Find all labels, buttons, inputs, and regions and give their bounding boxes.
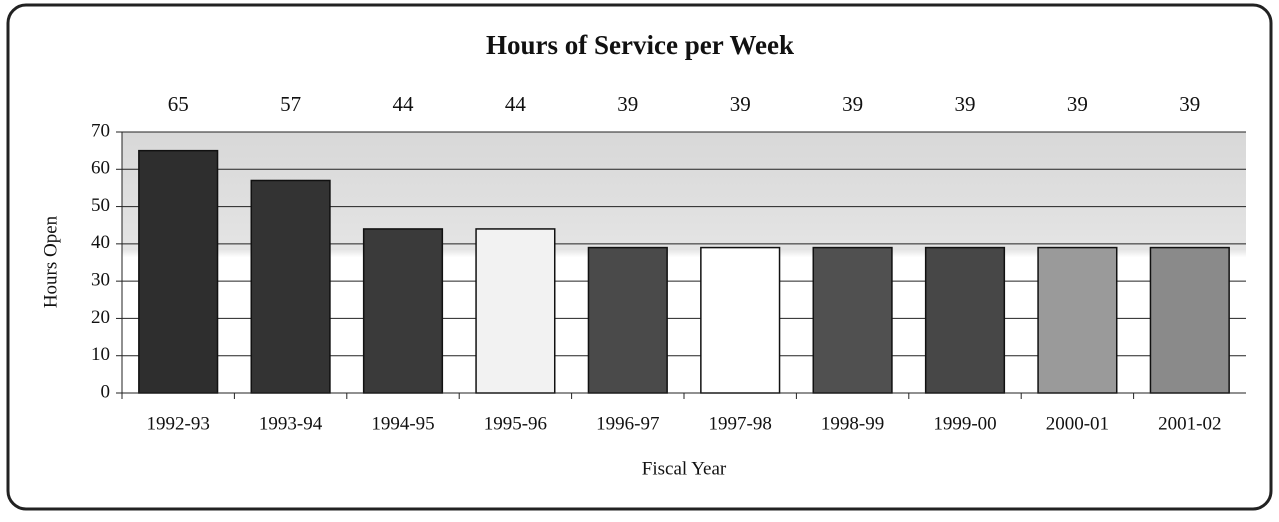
y-tick-label: 30 xyxy=(91,270,110,291)
x-tick-label: 1998-99 xyxy=(821,413,884,434)
chart-title: Hours of Service per Week xyxy=(486,30,794,60)
y-tick-label: 60 xyxy=(91,158,110,179)
x-tick-label: 1996-97 xyxy=(596,413,659,434)
value-label: 39 xyxy=(1179,92,1200,116)
value-label: 44 xyxy=(505,92,527,116)
x-tick-label: 2000-01 xyxy=(1046,413,1109,434)
value-label: 65 xyxy=(168,92,189,116)
x-tick-label: 1994-95 xyxy=(371,413,434,434)
value-label: 44 xyxy=(393,92,415,116)
bar xyxy=(1037,246,1118,394)
x-tick-label: 1992-93 xyxy=(147,413,210,434)
y-tick-label: 0 xyxy=(101,381,111,402)
value-label: 39 xyxy=(955,92,976,116)
y-tick-label: 20 xyxy=(91,307,110,328)
value-label: 39 xyxy=(730,92,751,116)
x-tick-label: 2001-02 xyxy=(1158,413,1221,434)
y-tick-label: 40 xyxy=(91,232,110,253)
bar xyxy=(362,228,444,394)
x-tick-label: 1997-98 xyxy=(709,413,772,434)
x-axis-label: Fiscal Year xyxy=(642,458,727,479)
y-tick-label: 70 xyxy=(91,120,110,141)
bar xyxy=(812,246,893,394)
x-tick-label: 1993-94 xyxy=(259,413,323,434)
value-label: 57 xyxy=(280,92,301,116)
y-tick-label: 10 xyxy=(91,344,110,365)
y-tick-label: 50 xyxy=(91,195,110,216)
y-axis-label: Hours Open xyxy=(40,215,61,308)
bar xyxy=(250,179,331,394)
bar xyxy=(924,246,1006,394)
bar xyxy=(475,228,556,394)
x-tick-label: 1999-00 xyxy=(933,413,996,434)
bar xyxy=(587,246,668,394)
value-label: 39 xyxy=(1067,92,1088,116)
value-label: 39 xyxy=(617,92,638,116)
bar xyxy=(700,246,781,394)
bar xyxy=(138,149,219,394)
value-label: 39 xyxy=(842,92,863,116)
bar xyxy=(1149,246,1230,394)
x-tick-label: 1995-96 xyxy=(484,413,547,434)
